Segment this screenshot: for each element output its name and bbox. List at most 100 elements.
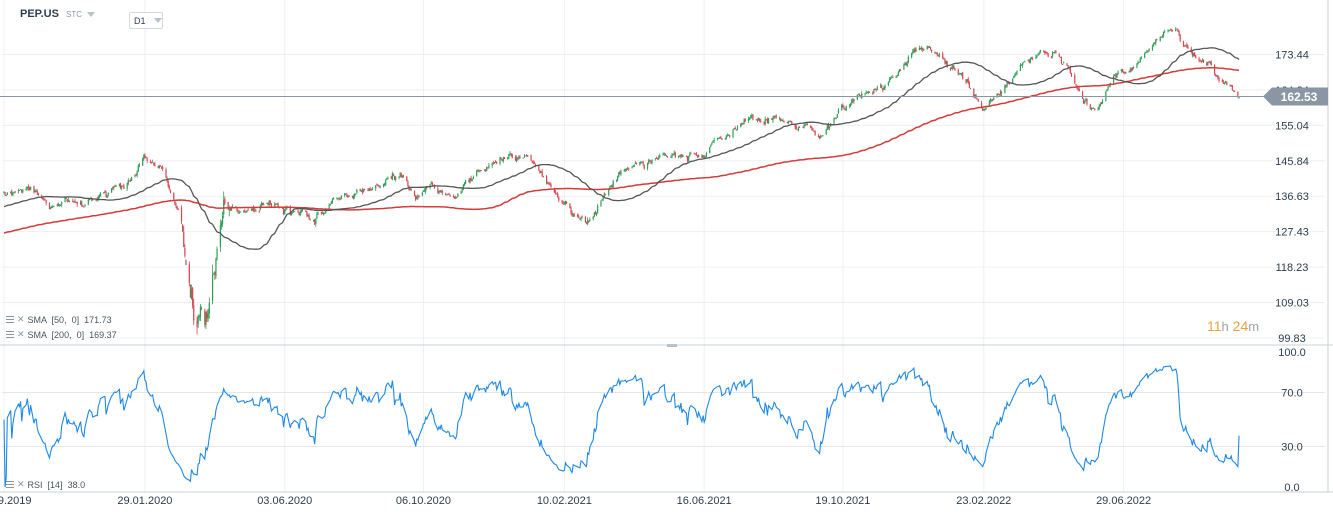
candle-body (1152, 43, 1155, 46)
candle-body (721, 138, 723, 140)
candle-body (115, 185, 117, 187)
candle-body (1210, 62, 1212, 66)
candle-body (1061, 63, 1064, 65)
candle-body (589, 218, 591, 221)
y-tick-label: 173.44 (1275, 49, 1309, 61)
candle-body (791, 121, 793, 124)
candle-body (843, 107, 845, 110)
candle-body (275, 204, 277, 206)
candle-body (362, 189, 365, 193)
candle-body (533, 161, 535, 164)
candle-body (479, 170, 481, 172)
candle-body (289, 206, 291, 215)
candle-body (1008, 83, 1010, 84)
candle-body (609, 186, 611, 190)
candle-body (87, 199, 89, 205)
candle-body (755, 119, 757, 121)
candle-body (135, 174, 137, 176)
candle-body (20, 189, 22, 191)
candle-body (127, 180, 129, 184)
candle-body (1037, 53, 1039, 56)
candle-body (833, 118, 835, 124)
candle-body (1191, 51, 1193, 56)
candle-body (174, 200, 176, 204)
candle-body (1014, 74, 1016, 77)
candle-body (1050, 56, 1053, 58)
candle-body (767, 118, 770, 124)
candle-body (705, 153, 707, 157)
candle-body (1215, 74, 1217, 76)
candle-body (781, 120, 783, 121)
candle-body (895, 76, 897, 79)
y-tick-label: 155.04 (1275, 120, 1309, 132)
legend-sma200[interactable]: ✕ SMA [200, 0] 169.37 (6, 329, 117, 340)
close-icon[interactable]: ✕ (17, 329, 25, 339)
candle-body (417, 196, 419, 198)
candle-body (977, 99, 979, 102)
candle-body (1179, 35, 1181, 41)
settings-lines-icon[interactable] (6, 481, 14, 488)
candle-body (1121, 69, 1124, 72)
candle-body (216, 248, 218, 259)
candle-body (547, 183, 549, 184)
candle-body (418, 195, 420, 198)
candle-body (431, 182, 433, 186)
candle-body (1100, 103, 1103, 104)
asset-type-dropdown[interactable]: STC (66, 10, 95, 19)
candle-body (312, 220, 315, 221)
candle-body (26, 186, 28, 189)
candle-body (488, 165, 490, 168)
candle-body (478, 170, 480, 172)
candle-body (464, 180, 467, 184)
candle-body (1139, 58, 1141, 63)
close-icon[interactable]: ✕ (17, 314, 25, 324)
settings-lines-icon[interactable] (6, 331, 14, 338)
candle-body (828, 126, 831, 129)
symbol-label[interactable]: PEP.US (20, 8, 59, 20)
candle-body (1117, 71, 1119, 75)
close-icon[interactable]: ✕ (17, 479, 25, 489)
candle-body (1070, 73, 1073, 77)
candle-body (726, 135, 729, 137)
candle-body (1132, 67, 1135, 69)
candle-body (542, 176, 544, 178)
candle-body (670, 156, 672, 158)
candle-body (711, 142, 713, 145)
legend-rsi[interactable]: ✕ RSI [14] 38.0 (6, 479, 85, 490)
candle-body (52, 206, 54, 208)
candle-body (1226, 82, 1228, 85)
candle-body (913, 48, 915, 53)
candle-body (834, 118, 836, 119)
candle-body (177, 208, 179, 210)
candle-body (385, 180, 387, 185)
candle-body (593, 212, 595, 217)
candle-body (796, 129, 798, 131)
candle-body (685, 156, 688, 158)
candle-body (169, 190, 172, 193)
settings-lines-icon[interactable] (6, 316, 14, 323)
legend-sma50[interactable]: ✕ SMA [50, 0] 171.73 (6, 314, 112, 325)
candle-body (982, 107, 984, 111)
interval-dropdown[interactable]: D1 (129, 12, 163, 29)
candle-body (1145, 51, 1147, 54)
candle-body (550, 185, 552, 188)
candle-body (658, 157, 660, 159)
candle-body (689, 153, 691, 156)
candle-body (797, 127, 800, 130)
candle-body (516, 157, 518, 162)
candle-body (664, 153, 666, 156)
candle-body (299, 210, 301, 216)
candle-body (1124, 72, 1126, 74)
candle-body (524, 155, 527, 157)
candle-body (1106, 89, 1108, 92)
candle-body (572, 214, 574, 217)
x-tick-label: 16.06.2021 (677, 495, 732, 507)
candle-body (659, 155, 661, 158)
candle-body (666, 156, 669, 158)
candle-body (254, 210, 256, 212)
candle-body (309, 219, 311, 221)
candle-body (173, 192, 175, 200)
candle-body (105, 192, 107, 197)
candle-body (43, 199, 45, 201)
